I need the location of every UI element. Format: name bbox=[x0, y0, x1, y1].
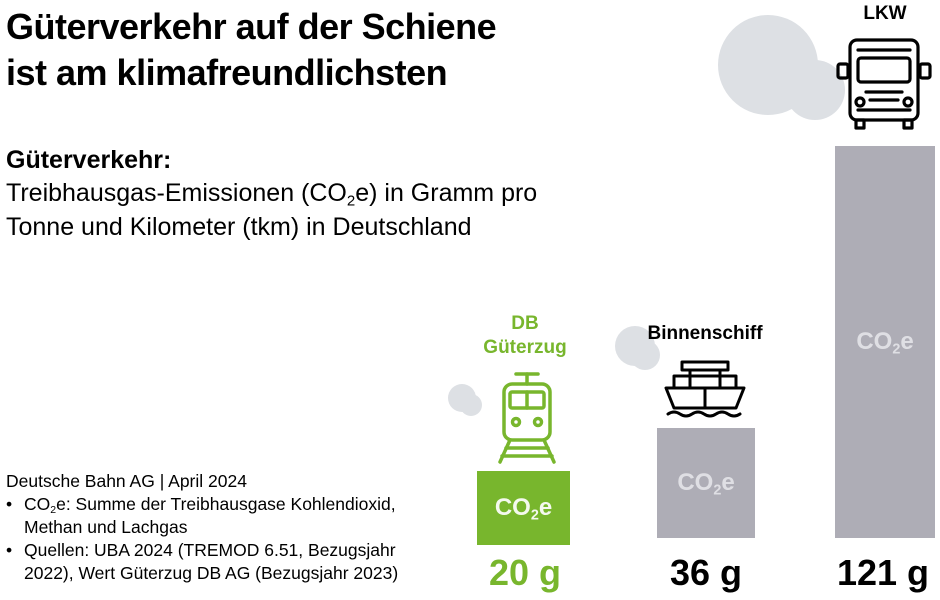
title-line-2: ist am klimafreundlichsten bbox=[6, 52, 448, 93]
co2-text: e bbox=[538, 494, 553, 521]
bar-lkw: CO2e bbox=[835, 146, 935, 538]
co2-text: e bbox=[721, 469, 735, 496]
note-bullet-1: • CO2e: Summe der Treibhausgase Kohlendi… bbox=[6, 493, 476, 539]
value-label-lkw: 121 g bbox=[836, 552, 930, 593]
category-label-lkw: LKW bbox=[863, 3, 907, 24]
source-line: Deutsche Bahn AG | April 2024 bbox=[6, 471, 247, 491]
note-text: Methan und Lachgas bbox=[24, 517, 188, 537]
label-line: DB bbox=[511, 313, 539, 334]
co2-text: CO bbox=[494, 494, 531, 521]
truck-icon bbox=[836, 38, 932, 134]
co2e-label: CO2e bbox=[494, 494, 553, 524]
title-line-1: Güterverkehr auf der Schiene bbox=[6, 6, 497, 47]
value-label-binnenschiff: 36 g bbox=[669, 552, 743, 593]
note-text: CO bbox=[24, 494, 51, 514]
cloud-icon bbox=[785, 60, 845, 120]
subtitle-heading: Güterverkehr: bbox=[6, 146, 172, 174]
note-text: e: Summe der Treibhausgase Kohlendioxid, bbox=[56, 494, 396, 514]
subtitle: Treibhausgas-Emissionen (CO2e) in Gramm … bbox=[6, 176, 626, 244]
subscript: 2 bbox=[892, 341, 901, 358]
subscript: 2 bbox=[713, 482, 722, 499]
subscript: 2 bbox=[346, 192, 356, 210]
bar-binnenschiff: CO2e bbox=[657, 428, 755, 538]
subscript: 2 bbox=[50, 504, 57, 517]
subtitle-text: Treibhausgas-Emissionen (CO bbox=[6, 179, 347, 207]
bullet-icon: • bbox=[6, 494, 13, 514]
train-icon bbox=[494, 370, 560, 466]
note-text: Quellen: UBA 2024 (TREMOD 6.51, Bezugsja… bbox=[24, 539, 398, 585]
co2-text: CO bbox=[677, 469, 714, 496]
label-line: Güterzug bbox=[483, 337, 567, 358]
note-text: CO2e: Summe der Treibhausgase Kohlendiox… bbox=[24, 493, 396, 539]
note-text: 2022), Wert Güterzug DB AG (Bezugsjahr 2… bbox=[24, 563, 399, 583]
subtitle-line-2: Tonne und Kilometer (tkm) in Deutschland bbox=[6, 213, 472, 241]
chart-title: Güterverkehr auf der Schiene ist am klim… bbox=[6, 4, 626, 96]
co2e-label: CO2e bbox=[856, 328, 914, 358]
co2-text: e bbox=[900, 328, 914, 355]
ship-icon bbox=[660, 358, 752, 418]
note-bullet-2: • Quellen: UBA 2024 (TREMOD 6.51, Bezugs… bbox=[6, 539, 476, 585]
cloud-icon bbox=[630, 340, 660, 370]
source-notes: Deutsche Bahn AG | April 2024 • CO2e: Su… bbox=[6, 470, 476, 585]
cloud-icon bbox=[460, 394, 482, 416]
co2-text: CO bbox=[856, 328, 893, 355]
subtitle-text: e) in Gramm pro bbox=[355, 179, 538, 207]
co2e-label: CO2e bbox=[677, 469, 735, 499]
subscript: 2 bbox=[530, 507, 539, 524]
category-label-db-gueterzug: DB Güterzug bbox=[470, 312, 580, 360]
value-label-db-gueterzug: 20 g bbox=[488, 552, 562, 593]
bullet-icon: • bbox=[6, 540, 13, 560]
subtitle-line-1: Treibhausgas-Emissionen (CO2e) in Gramm … bbox=[6, 176, 626, 210]
category-label-binnenschiff: Binnenschiff bbox=[647, 323, 763, 344]
note-text: Quellen: UBA 2024 (TREMOD 6.51, Bezugsja… bbox=[24, 540, 396, 560]
bar-db-gueterzug: CO2e bbox=[477, 471, 570, 545]
